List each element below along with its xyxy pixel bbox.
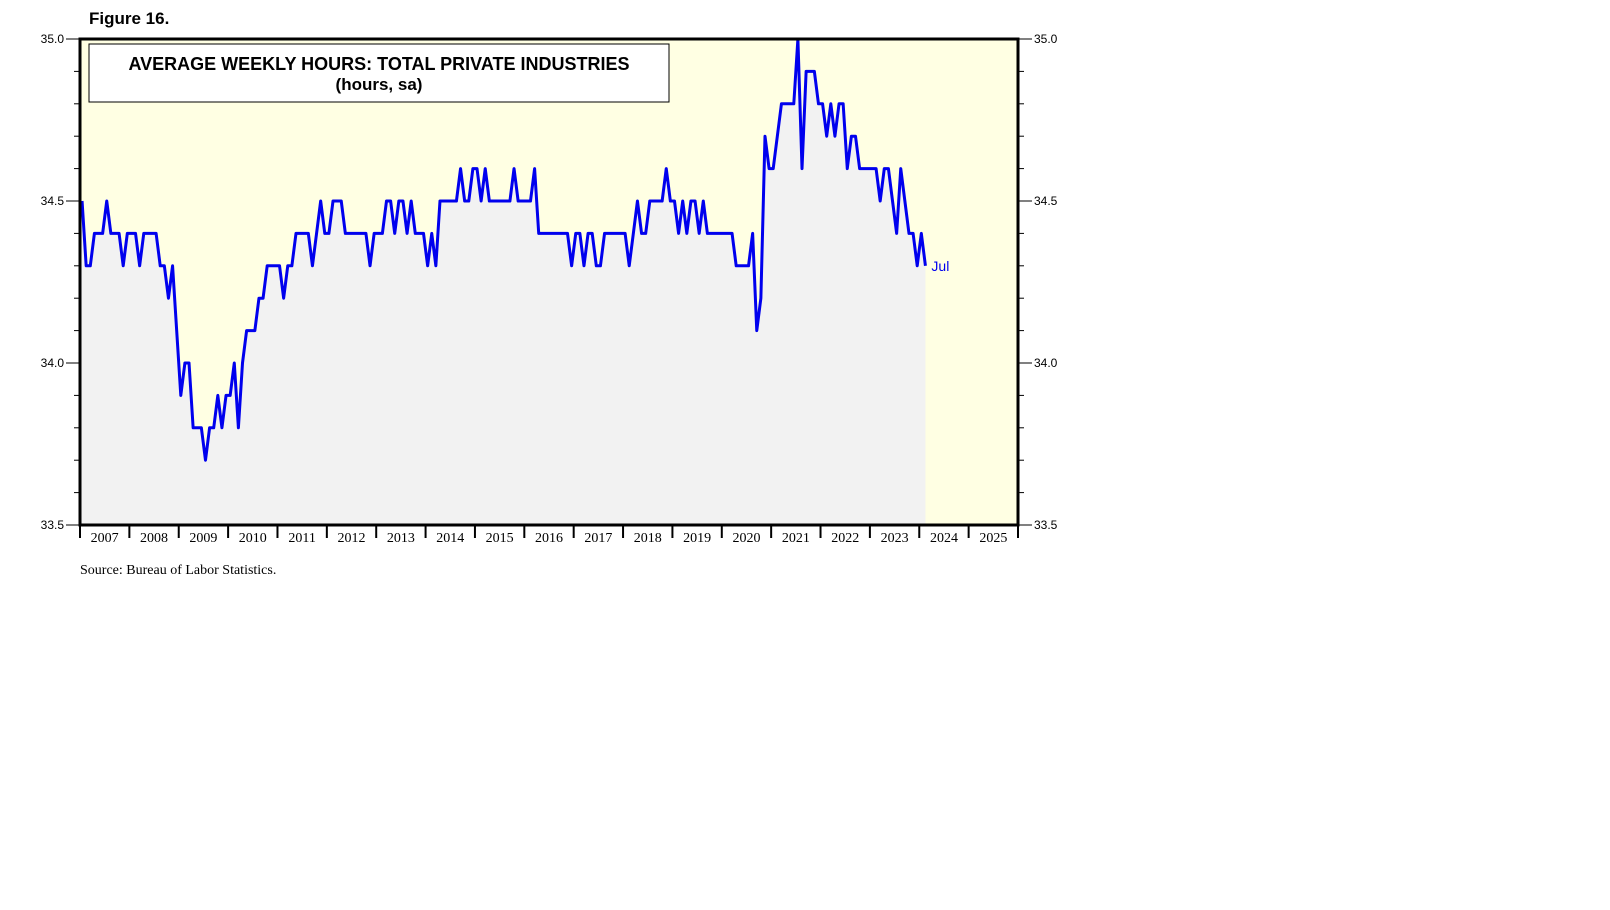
x-tick-label: 2020 bbox=[732, 531, 760, 546]
area-under-line bbox=[80, 39, 926, 525]
x-tick-label: 2022 bbox=[831, 531, 859, 546]
x-tick-label: 2016 bbox=[535, 531, 563, 546]
last-point-label: Jul bbox=[931, 258, 949, 274]
y-tick-label-left: 33.5 bbox=[41, 518, 65, 532]
chart-subtitle: (hours, sa) bbox=[336, 75, 423, 94]
x-tick-label: 2015 bbox=[486, 531, 514, 546]
x-tick-label: 2014 bbox=[436, 531, 464, 546]
x-tick-label: 2011 bbox=[288, 531, 315, 546]
chart-title-box bbox=[88, 43, 670, 103]
chart-title: AVERAGE WEEKLY HOURS: TOTAL PRIVATE INDU… bbox=[128, 54, 629, 74]
x-tick-label: 2017 bbox=[584, 531, 612, 546]
x-tick-label: 2023 bbox=[881, 531, 909, 546]
y-tick-label-left: 35.0 bbox=[41, 32, 65, 46]
figure-label: Figure 16. bbox=[89, 9, 170, 28]
x-tick-label: 2007 bbox=[91, 531, 119, 546]
x-tick-label: 2025 bbox=[979, 531, 1007, 546]
y-tick-label-right: 34.5 bbox=[1034, 194, 1058, 208]
series-line bbox=[80, 37, 927, 462]
x-axis: 2007 2008 2009 2010 2011 2012 2013 2014 2015 2016… bbox=[79, 525, 1019, 546]
plot-frame bbox=[78, 37, 1020, 527]
x-tick-label: 2021 bbox=[782, 531, 810, 546]
x-tick-label: 2009 bbox=[189, 531, 217, 546]
y-axis-left: 33.5 34.0 34.5 35.0 bbox=[41, 32, 80, 532]
x-tick-label: 2024 bbox=[930, 531, 958, 546]
y-tick-label-left: 34.5 bbox=[41, 194, 65, 208]
x-tick-label: 2010 bbox=[239, 531, 267, 546]
y-tick-label-right: 34.0 bbox=[1034, 356, 1058, 370]
x-tick-label: 2013 bbox=[387, 531, 415, 546]
source-note: Source: Bureau of Labor Statistics. bbox=[80, 563, 277, 578]
y-axis-right: 33.5 34.0 34.5 35.0 bbox=[1018, 32, 1058, 532]
y-tick-label-left: 34.0 bbox=[41, 356, 65, 370]
x-tick-label: 2018 bbox=[634, 531, 662, 546]
y-tick-label-right: 33.5 bbox=[1034, 518, 1058, 532]
x-tick-label: 2019 bbox=[683, 531, 711, 546]
x-tick-label: 2008 bbox=[140, 531, 168, 546]
x-tick-label: 2012 bbox=[338, 531, 366, 546]
y-tick-label-right: 35.0 bbox=[1034, 32, 1058, 46]
